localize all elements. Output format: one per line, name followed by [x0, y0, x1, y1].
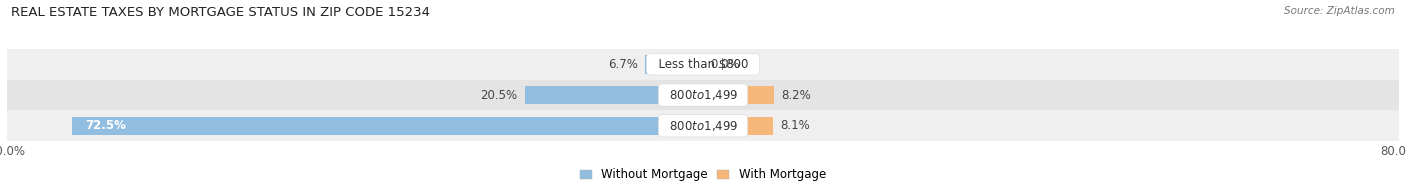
Text: Less than $800: Less than $800 [651, 58, 755, 71]
Bar [72, 117, 703, 135]
Text: REAL ESTATE TAXES BY MORTGAGE STATUS IN ZIP CODE 15234: REAL ESTATE TAXES BY MORTGAGE STATUS IN … [11, 6, 430, 19]
Text: 20.5%: 20.5% [481, 89, 517, 102]
Text: $800 to $1,499: $800 to $1,499 [662, 119, 744, 133]
Text: 8.2%: 8.2% [782, 89, 811, 102]
Bar [7, 80, 1399, 110]
Text: 0.0%: 0.0% [710, 58, 740, 71]
Bar [524, 86, 703, 104]
Bar [7, 49, 1399, 80]
Text: 6.7%: 6.7% [607, 58, 638, 71]
Text: 72.5%: 72.5% [86, 119, 127, 132]
Text: 8.1%: 8.1% [780, 119, 810, 132]
Bar [703, 117, 773, 135]
Legend: Without Mortgage, With Mortgage: Without Mortgage, With Mortgage [575, 163, 831, 186]
Text: $800 to $1,499: $800 to $1,499 [662, 88, 744, 102]
Bar [7, 110, 1399, 141]
Text: Source: ZipAtlas.com: Source: ZipAtlas.com [1284, 6, 1395, 16]
Bar [645, 55, 703, 74]
Bar [703, 86, 775, 104]
